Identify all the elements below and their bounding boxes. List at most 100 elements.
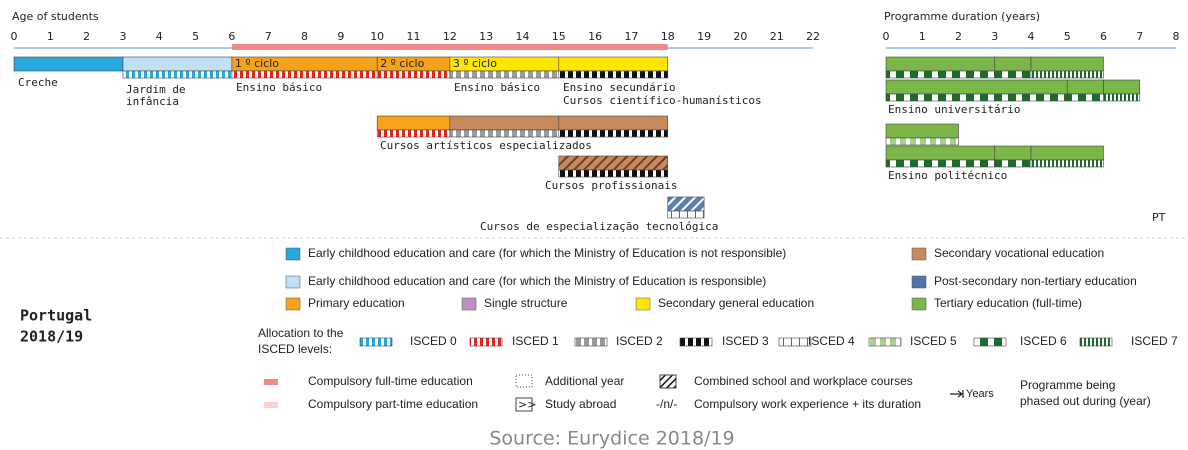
duration-tick: 7 xyxy=(1136,30,1143,43)
isced-swatch xyxy=(1079,337,1113,347)
age-tick: 20 xyxy=(733,30,747,43)
isced-swatch xyxy=(574,337,608,347)
note: Years xyxy=(966,388,994,400)
programme-label: Creche xyxy=(18,76,58,89)
legend-label: Secondary vocational education xyxy=(934,246,1104,260)
age-tick: 10 xyxy=(370,30,384,43)
note: Compulsory full-time education xyxy=(308,374,473,388)
note-swatch xyxy=(515,374,533,388)
isced-swatch xyxy=(973,337,1007,347)
isced-strip xyxy=(1103,93,1141,102)
isced-strip xyxy=(122,70,233,79)
isced-strip xyxy=(231,70,378,79)
programme-label: Ensino secundário xyxy=(563,81,676,94)
duration-tick: 1 xyxy=(919,30,926,43)
year: 2018/19 xyxy=(20,328,83,346)
cycle-label: 2 º ciclo xyxy=(380,57,424,70)
compulsory-bar xyxy=(231,44,668,50)
note-swatch xyxy=(264,402,278,408)
isced-strip xyxy=(1066,93,1104,102)
age-tick: 9 xyxy=(337,30,344,43)
programme-label: Cursos de especialização tecnológica xyxy=(480,220,718,233)
legend-label: Secondary general education xyxy=(658,296,814,310)
duration-tick: 8 xyxy=(1173,30,1180,43)
legend-label: Post-secondary non-tertiary education xyxy=(934,274,1137,288)
programme-bar xyxy=(1103,79,1141,95)
age-tick: 14 xyxy=(515,30,529,43)
age-tick: 18 xyxy=(661,30,675,43)
age-tick: 12 xyxy=(443,30,457,43)
isced-label: ISCED 6 xyxy=(1020,334,1067,348)
isced-label: ISCED 0 xyxy=(410,334,457,348)
country-code: PT xyxy=(1152,211,1166,224)
programme-label: Ensino básico xyxy=(454,81,540,94)
isced-strip xyxy=(885,93,1068,102)
programme-label: Cursos profissionais xyxy=(545,179,677,192)
isced-strip xyxy=(885,70,996,79)
age-tick: 11 xyxy=(407,30,421,43)
programme-bar xyxy=(1030,145,1104,161)
age-tick: 1 xyxy=(47,30,54,43)
duration-tick: 0 xyxy=(883,30,890,43)
isced-title: ISCED levels: xyxy=(258,342,332,356)
isced-strip xyxy=(376,129,451,138)
age-tick: 15 xyxy=(552,30,566,43)
programme-bar xyxy=(558,115,669,131)
programme-bar xyxy=(122,56,233,72)
isced-label: ISCED 3 xyxy=(722,334,769,348)
programme-label: Cursos artísticos especializados xyxy=(380,139,592,152)
programme-bar xyxy=(994,145,1032,161)
isced-label: ISCED 5 xyxy=(910,334,957,348)
cycle-label: 3 º ciclo xyxy=(453,57,497,70)
age-tick: 5 xyxy=(192,30,199,43)
legend-swatch xyxy=(461,297,477,311)
duration-tick: 5 xyxy=(1064,30,1071,43)
age-tick: 0 xyxy=(11,30,18,43)
axis-title: Age of students xyxy=(12,10,99,23)
programme-bar xyxy=(885,56,996,72)
legend-swatch xyxy=(911,297,927,311)
programme-label: Ensino politécnico xyxy=(888,169,1007,182)
duration-tick: 4 xyxy=(1028,30,1035,43)
duration-tick: 6 xyxy=(1100,30,1107,43)
age-tick: 21 xyxy=(770,30,784,43)
cycle-label: 1 º ciclo xyxy=(235,57,279,70)
legend-swatch xyxy=(285,297,301,311)
legend-swatch xyxy=(635,297,651,311)
isced-strip xyxy=(885,137,959,146)
note: Study abroad xyxy=(545,397,616,411)
isced-swatch xyxy=(679,337,713,347)
note: Combined school and workplace courses xyxy=(694,374,913,388)
legend-swatch xyxy=(911,275,927,289)
note: Compulsory work experience + its duratio… xyxy=(694,397,921,411)
isced-label: ISCED 1 xyxy=(512,334,559,348)
isced-swatch xyxy=(778,337,812,347)
isced-strip xyxy=(558,169,669,178)
note: Additional year xyxy=(545,374,624,388)
isced-swatch xyxy=(469,337,503,347)
source: Source: Eurydice 2018/19 xyxy=(489,428,734,450)
programme-bar xyxy=(558,155,669,171)
legend-label: Early childhood education and care (for … xyxy=(308,274,766,288)
programme-bar xyxy=(558,56,669,72)
programme-bar xyxy=(449,115,560,131)
isced-strip xyxy=(1030,70,1104,79)
programme-bar xyxy=(885,145,996,161)
isced-strip xyxy=(558,129,669,138)
isced-strip xyxy=(376,70,451,79)
isced-strip xyxy=(885,159,996,168)
programme-label: Cursos científico-humanísticos xyxy=(563,94,762,107)
legend-swatch xyxy=(911,247,927,261)
isced-label: ISCED 7 xyxy=(1131,334,1178,348)
note: Programme being xyxy=(1020,378,1115,392)
programme-bar xyxy=(1030,56,1104,72)
legend-label: Tertiary education (full-time) xyxy=(934,296,1082,310)
isced-title: Allocation to the xyxy=(258,326,344,340)
age-tick: 22 xyxy=(806,30,820,43)
duration-tick: 2 xyxy=(955,30,962,43)
duration-line xyxy=(886,47,1176,49)
country: Portugal xyxy=(20,307,92,325)
programme-label: Ensino básico xyxy=(236,81,322,94)
age-tick: 7 xyxy=(265,30,272,43)
